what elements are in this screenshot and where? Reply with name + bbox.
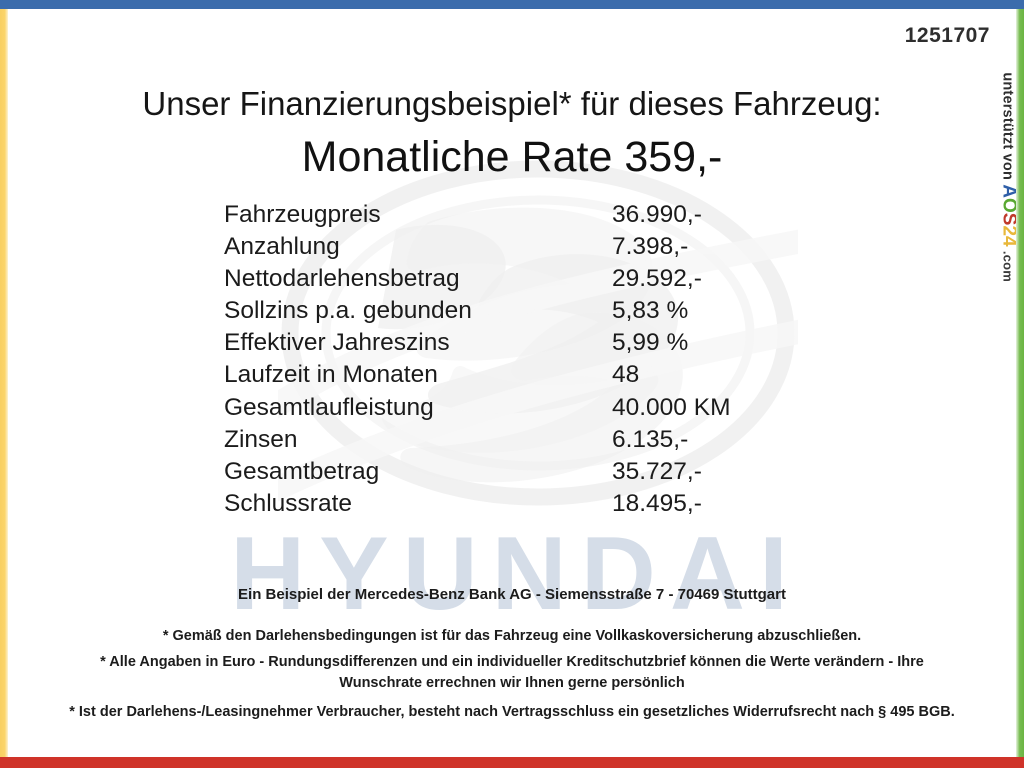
frame-edge-right	[1016, 9, 1024, 757]
row-value: 29.592,-	[612, 265, 702, 293]
row-value: 6.135,-	[612, 425, 689, 453]
row-label: Gesamtbetrag	[224, 457, 380, 485]
table-row: Schlussrate 18.495,-	[224, 488, 824, 520]
table-row: Laufzeit in Monaten 48	[224, 359, 824, 391]
monthly-rate-headline: Monatliche Rate 359,-	[301, 133, 723, 181]
row-value: 35.727,-	[612, 457, 702, 485]
row-label: Laufzeit in Monaten	[224, 361, 438, 389]
reference-number: 1251707	[904, 24, 990, 47]
row-value: 36.990,-	[612, 201, 702, 228]
row-value: 5,99 %	[612, 329, 689, 357]
credit-suffix: .com	[1001, 250, 1016, 282]
row-label: Zinsen	[224, 425, 298, 453]
credit-prefix: unterstützt von	[1000, 72, 1016, 181]
frame-edge-bottom	[0, 757, 1024, 768]
footnote-rounding: * Alle Angaben in Euro - Rundungsdiffere…	[100, 654, 924, 691]
frame-edge-top	[0, 0, 1024, 9]
row-label: Schlussrate	[224, 489, 353, 517]
table-row: Fahrzeugpreis 36.990,-	[224, 199, 824, 231]
row-value: 40.000 KM	[612, 393, 731, 421]
table-row: Zinsen 6.135,-	[224, 424, 824, 456]
table-row: Anzahlung 7.398,-	[224, 231, 824, 263]
finance-table-body: Fahrzeugpreis 36.990,- Anzahlung 7.398,-…	[224, 199, 824, 520]
row-value: 5,83 %	[612, 297, 689, 325]
table-row: Gesamtlaufleistung 40.000 KM	[224, 392, 824, 424]
row-value: 7.398,-	[612, 233, 689, 261]
row-label: Fahrzeugpreis	[224, 201, 381, 228]
table-row: Sollzins p.a. gebunden 5,83 %	[224, 295, 824, 327]
page-headline: Unser Finanzierungsbeispiel* für dieses …	[142, 85, 882, 122]
row-value: 48	[612, 361, 640, 389]
bank-disclaimer-line: Ein Beispiel der Mercedes-Benz Bank AG -…	[238, 586, 786, 603]
row-label: Anzahlung	[224, 233, 340, 261]
row-label: Nettodarlehensbetrag	[224, 265, 460, 293]
row-value: 18.495,-	[612, 489, 702, 517]
row-label: Sollzins p.a. gebunden	[224, 297, 472, 325]
table-row: Nettodarlehensbetrag 29.592,-	[224, 263, 824, 295]
table-row: Gesamtbetrag 35.727,-	[224, 456, 824, 488]
footnote-insurance: * Gemäß den Darlehensbedingungen ist für…	[162, 628, 862, 644]
footnote-withdrawal: * Ist der Darlehens-/Leasingnehmer Verbr…	[69, 704, 955, 720]
finance-details-table: Fahrzeugpreis 36.990,- Anzahlung 7.398,-…	[224, 199, 824, 520]
row-label: Gesamtlaufleistung	[224, 393, 434, 421]
table-row: Effektiver Jahreszins 5,99 %	[224, 327, 824, 359]
frame-edge-left	[0, 9, 8, 757]
row-label: Effektiver Jahreszins	[224, 329, 450, 357]
